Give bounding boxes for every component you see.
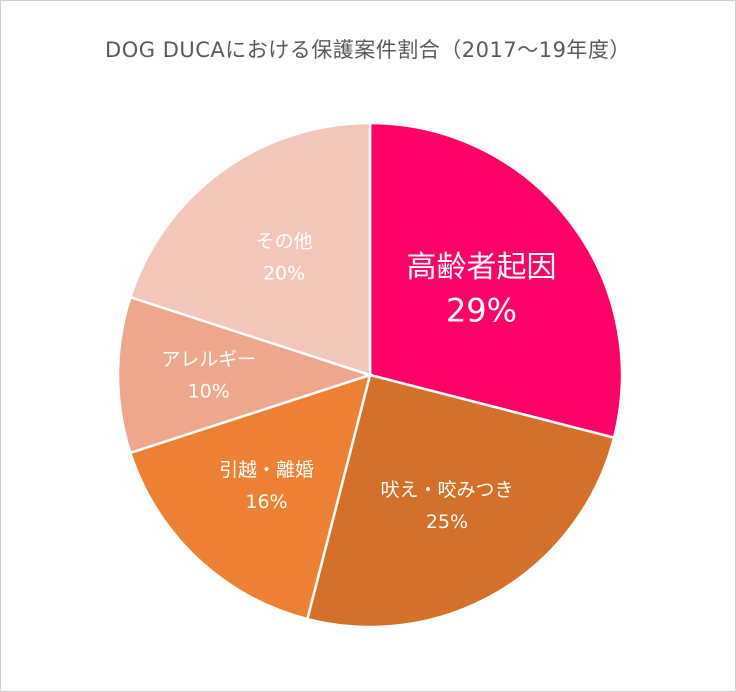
slice-value-label: 29% — [446, 292, 517, 330]
pie-slice-5 — [128, 121, 372, 377]
slice-value-label: 20% — [263, 262, 305, 284]
pie-slice-3 — [128, 373, 372, 621]
chart-title: DOG DUCAにおける保護案件割合（2017～19年度） — [105, 38, 631, 62]
slice-value-label: 16% — [245, 491, 287, 513]
slice-value-label: 10% — [188, 381, 230, 403]
slice-label: 吠え・咬みつき — [380, 479, 513, 501]
pie-slice-1 — [368, 121, 624, 440]
slice-label: 引越・離婚 — [219, 459, 314, 481]
pie-slice-4 — [116, 295, 375, 455]
slice-label: 高齢者起因 — [407, 250, 557, 285]
slice-label: その他 — [256, 230, 313, 252]
slice-value-label: 25% — [426, 511, 468, 533]
slice-label: アレルギー — [161, 349, 256, 371]
pie-slice-2 — [305, 373, 616, 629]
